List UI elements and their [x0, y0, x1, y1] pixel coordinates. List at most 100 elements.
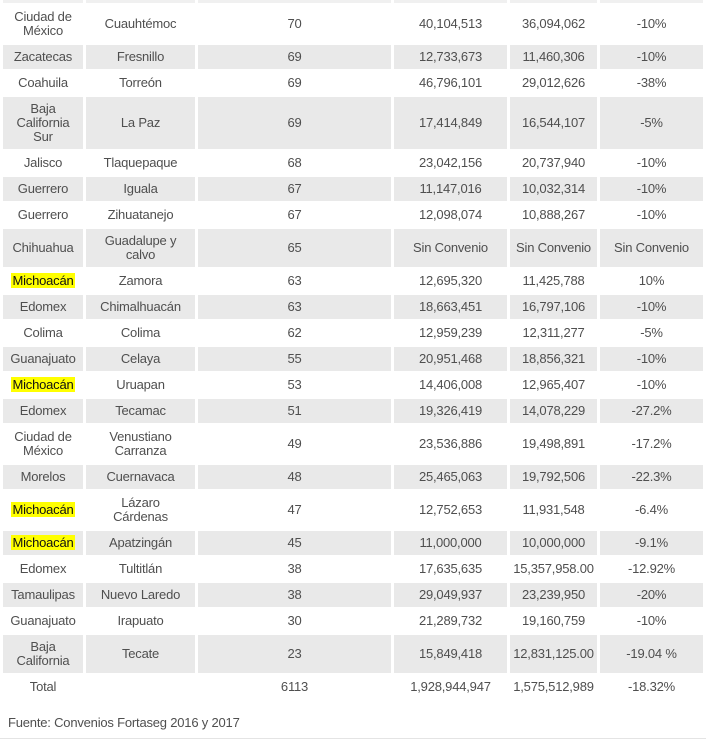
cell-amount-2016: 14,406,008 [418, 377, 483, 392]
cell-municipality: Colima [120, 325, 161, 340]
cell-amount-2016: Sin Convenio [394, 229, 507, 267]
partial-cell [86, 0, 195, 3]
bottom-divider [0, 738, 706, 739]
cell-amount-2017: 18,856,321 [510, 347, 597, 371]
cell-count: 47 [287, 502, 302, 517]
cell-municipality: Irapuato [117, 613, 164, 628]
cell-change: -6.4% [635, 502, 668, 517]
cell-count: 69 [198, 45, 391, 69]
cell-state: Coahuila [18, 75, 68, 90]
table-row: Chihuahua Guadalupe y calvo 65 Sin Convenio… [3, 229, 703, 267]
table-row: Baja California Sur La Paz 69 17,414,849 16,… [3, 97, 703, 149]
cell-amount-2017: 36,094,062 [521, 16, 586, 31]
cell-municipality: Tecate [86, 635, 195, 673]
cell-change: 10% [638, 273, 665, 288]
table-row: Zacatecas Fresnillo 69 12,733,673 11,460,306… [3, 45, 703, 69]
cell-municipality: Apatzingán [86, 531, 195, 555]
cell-count: 67 [198, 177, 391, 201]
cell-state: Guerrero [17, 207, 69, 222]
cell-amount-2017: 15,357,958.00 [513, 561, 594, 576]
cell-municipality: Venustiano Carranza [109, 429, 172, 458]
cell-state: Edomex [3, 295, 83, 319]
cell-change: -10% [636, 155, 667, 170]
cell-amount-2016: 17,414,849 [394, 97, 507, 149]
cell-count: 49 [287, 436, 302, 451]
cell-amount-2016: 40,104,513 [418, 16, 483, 31]
cell-change: -27.2% [600, 399, 703, 423]
cell-change: -18.32% [627, 679, 676, 694]
cell-municipality: Cuauhtémoc [104, 16, 177, 31]
cell-amount-2016: 21,289,732 [418, 613, 483, 628]
cell-state: Tamaulipas [3, 583, 83, 607]
cell-state: Baja California [3, 635, 83, 673]
cell-amount-2016: 17,635,635 [418, 561, 483, 576]
cell-amount-2017: 19,160,759 [521, 613, 586, 628]
table-row: Guanajuato Celaya 55 20,951,468 18,856,321 -1… [3, 347, 703, 371]
cell-amount-2016: 46,796,101 [418, 75, 483, 90]
table-row: Jalisco Tlaquepaque 68 23,042,156 20,737,940… [3, 151, 703, 175]
cell-count: 70 [287, 16, 302, 31]
cell-municipality: Tecamac [86, 399, 195, 423]
cell-amount-2017: 12,831,125.00 [510, 635, 597, 673]
cell-amount-2016: 19,326,419 [394, 399, 507, 423]
partial-cell [3, 0, 83, 3]
cell-count: 45 [198, 531, 391, 555]
cell-state: Guanajuato [3, 347, 83, 371]
cell-amount-2017: 10,000,000 [510, 531, 597, 555]
partial-cell [510, 0, 597, 3]
cell-state: Edomex [3, 399, 83, 423]
table-row: Guerrero Iguala 67 11,147,016 10,032,314 -10% [3, 177, 703, 201]
michoacan-highlight: Michoacán [11, 273, 75, 288]
cell-amount-2017: Sin Convenio [510, 229, 597, 267]
cell-amount-2017: 12,311,277 [522, 325, 585, 340]
cell-municipality: Chimalhuacán [86, 295, 195, 319]
table-row: Guerrero Zihuatanejo 67 12,098,074 10,888,26… [3, 203, 703, 227]
cell-count: 6113 [280, 679, 309, 694]
cell-state: Jalisco [23, 155, 63, 170]
cell-amount-2016: 12,959,239 [418, 325, 483, 340]
cell-change: -19.04 % [600, 635, 703, 673]
cell-amount-2017: 14,078,229 [510, 399, 597, 423]
table-row: Michoacán Lázaro Cárdenas 47 12,752,653 11,9… [3, 491, 703, 529]
cell-change: -10% [636, 377, 667, 392]
cell-count: 51 [198, 399, 391, 423]
cell-amount-2017: 16,797,106 [510, 295, 597, 319]
cell-count: 53 [287, 377, 302, 392]
cell-state: Edomex [19, 561, 67, 576]
cell-municipality: Zamora [118, 273, 163, 288]
total-row: Total 6113 1,928,944,947 1,575,512,989 -18.3… [3, 675, 703, 699]
cell-change: -10% [600, 347, 703, 371]
cell-count: 69 [287, 75, 302, 90]
source-note: Fuente: Convenios Fortaseg 2016 y 2017 [8, 715, 240, 730]
cell-count: 48 [198, 465, 391, 489]
cell-amount-2016: 23,536,886 [418, 436, 483, 451]
table-row: Michoacán Apatzingán 45 11,000,000 10,000,00… [3, 531, 703, 555]
table-body: Ciudad de México Cuauhtémoc 70 40,104,513 36… [3, 0, 703, 699]
cell-change: -10% [600, 177, 703, 201]
cell-state: Morelos [3, 465, 83, 489]
table-row: Michoacán Zamora 63 12,695,320 11,425,788 10% [3, 269, 703, 293]
cell-amount-2017: 10,888,267 [521, 207, 586, 222]
cell-amount-2017: 29,012,626 [521, 75, 586, 90]
cell-change: -5% [640, 325, 663, 340]
cell-state: Total [29, 679, 57, 694]
cell-change: -17.2% [631, 436, 672, 451]
michoacan-highlight: Michoacán [11, 502, 75, 517]
cell-state: Ciudad de México [14, 429, 72, 458]
cell-amount-2017: 20,737,940 [521, 155, 586, 170]
cell-amount-2017: 16,544,107 [510, 97, 597, 149]
cell-municipality: Tlaquepaque [103, 155, 178, 170]
cell-amount-2016: 11,147,016 [394, 177, 507, 201]
cell-state: Michoacán [3, 373, 83, 397]
table-row: Edomex Tultitlán 38 17,635,635 15,357,958.00… [3, 557, 703, 581]
cell-state: Baja California Sur [3, 97, 83, 149]
cell-change: -9.1% [600, 531, 703, 555]
cell-amount-2017: 11,460,306 [510, 45, 597, 69]
cell-state: Chihuahua [3, 229, 83, 267]
cell-municipality: La Paz [86, 97, 195, 149]
cell-state: Guerrero [3, 177, 83, 201]
cell-count: 55 [198, 347, 391, 371]
cell-state: Ciudad de México [14, 9, 72, 38]
cell-amount-2016: 20,951,468 [394, 347, 507, 371]
